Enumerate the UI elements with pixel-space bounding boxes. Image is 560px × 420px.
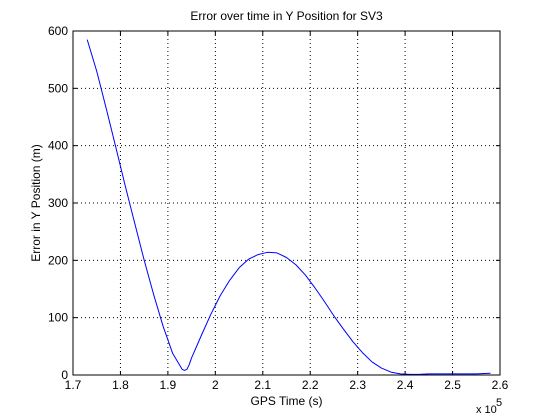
- y-tick-label: 100: [48, 311, 68, 325]
- x-axis-multiplier: x 10: [476, 404, 497, 416]
- series-layer: [86, 39, 491, 375]
- y-axis-label: Error in Y Position (m): [29, 144, 43, 262]
- y-tick-label: 400: [48, 139, 68, 153]
- series-line: [86, 39, 491, 375]
- x-tick-label: 2: [212, 378, 219, 392]
- plot-area: [73, 31, 500, 375]
- x-tick-label: 2.2: [302, 378, 319, 392]
- x-tick-label: 1.9: [160, 378, 177, 392]
- chart-title: Error over time in Y Position for SV3: [190, 9, 383, 23]
- y-tick-label: 300: [48, 196, 68, 210]
- x-tick-label: 2.4: [397, 378, 414, 392]
- y-tick-label: 500: [48, 81, 68, 95]
- x-axis-label: GPS Time (s): [250, 394, 322, 408]
- x-tick-label: 2.1: [254, 378, 271, 392]
- x-tick-label: 2.6: [492, 378, 509, 392]
- y-tick-label: 600: [48, 24, 68, 38]
- x-tick-label: 1.7: [65, 378, 82, 392]
- x-axis-multiplier-exponent: 5: [496, 397, 502, 409]
- x-tick-label: 2.5: [444, 378, 461, 392]
- axis-ticks: [72, 30, 501, 376]
- grid-lines: [73, 31, 500, 375]
- x-tick-label: 1.8: [112, 378, 129, 392]
- y-tick-label: 0: [61, 368, 68, 382]
- x-tick-label: 2.3: [349, 378, 366, 392]
- tick-labels: 1.7 1.8 1.9 2 2.1 2.2 2.3 2.4 2.5 2.6 0 100 200 300 40…: [48, 24, 509, 392]
- y-tick-label: 200: [48, 253, 68, 267]
